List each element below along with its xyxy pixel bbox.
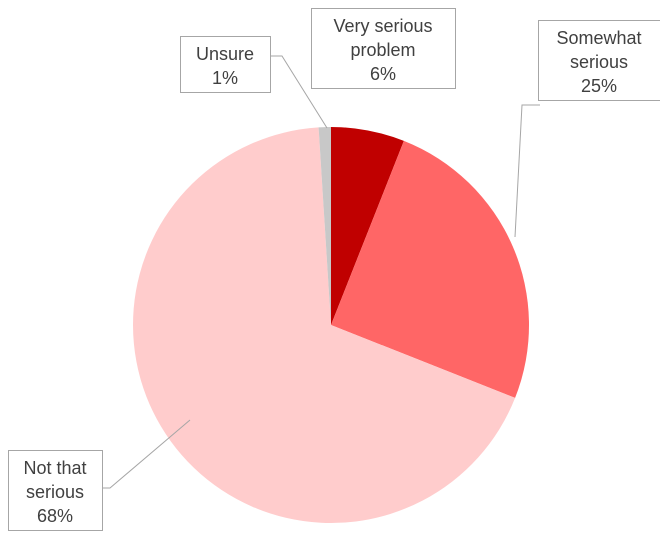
pie-slice-very-serious [331, 127, 404, 325]
data-label-not-that-serious: Not that serious 68% [8, 450, 103, 531]
pie-slice-unsure [318, 127, 331, 325]
data-label-category: serious [570, 52, 628, 72]
data-label-box [538, 20, 660, 101]
data-label-category: Somewhat [556, 28, 641, 48]
data-label-category: Not that [23, 458, 86, 478]
pie-slice-not-that-serious [133, 127, 516, 523]
leader-lines [102, 55, 540, 489]
data-label-category: serious [26, 482, 84, 502]
data-label-value: 25% [581, 76, 617, 96]
leader-line-not-that-serious [102, 419, 191, 489]
data-label-very-serious: Very serious problem 6% [311, 8, 456, 89]
data-label-category: Very serious [333, 16, 432, 36]
data-label-value: 68% [37, 506, 73, 526]
pie-slice-somewhat-serious [331, 140, 530, 398]
data-label-category: Unsure [196, 44, 254, 64]
data-labels: Very serious problem 6% Somewhat serious 25% N… [8, 8, 660, 531]
pie-slices [133, 127, 530, 523]
data-label-value: 6% [370, 64, 396, 84]
data-label-somewhat-serious: Somewhat serious 25% [538, 20, 660, 101]
data-label-box [311, 8, 456, 89]
data-label-category: problem [350, 40, 415, 60]
data-label-box [180, 36, 271, 93]
leader-line-somewhat-serious [514, 104, 540, 238]
data-label-unsure: Unsure 1% [180, 36, 271, 93]
leader-line-unsure [270, 55, 328, 129]
data-label-value: 1% [212, 68, 238, 88]
data-label-box [8, 450, 103, 531]
